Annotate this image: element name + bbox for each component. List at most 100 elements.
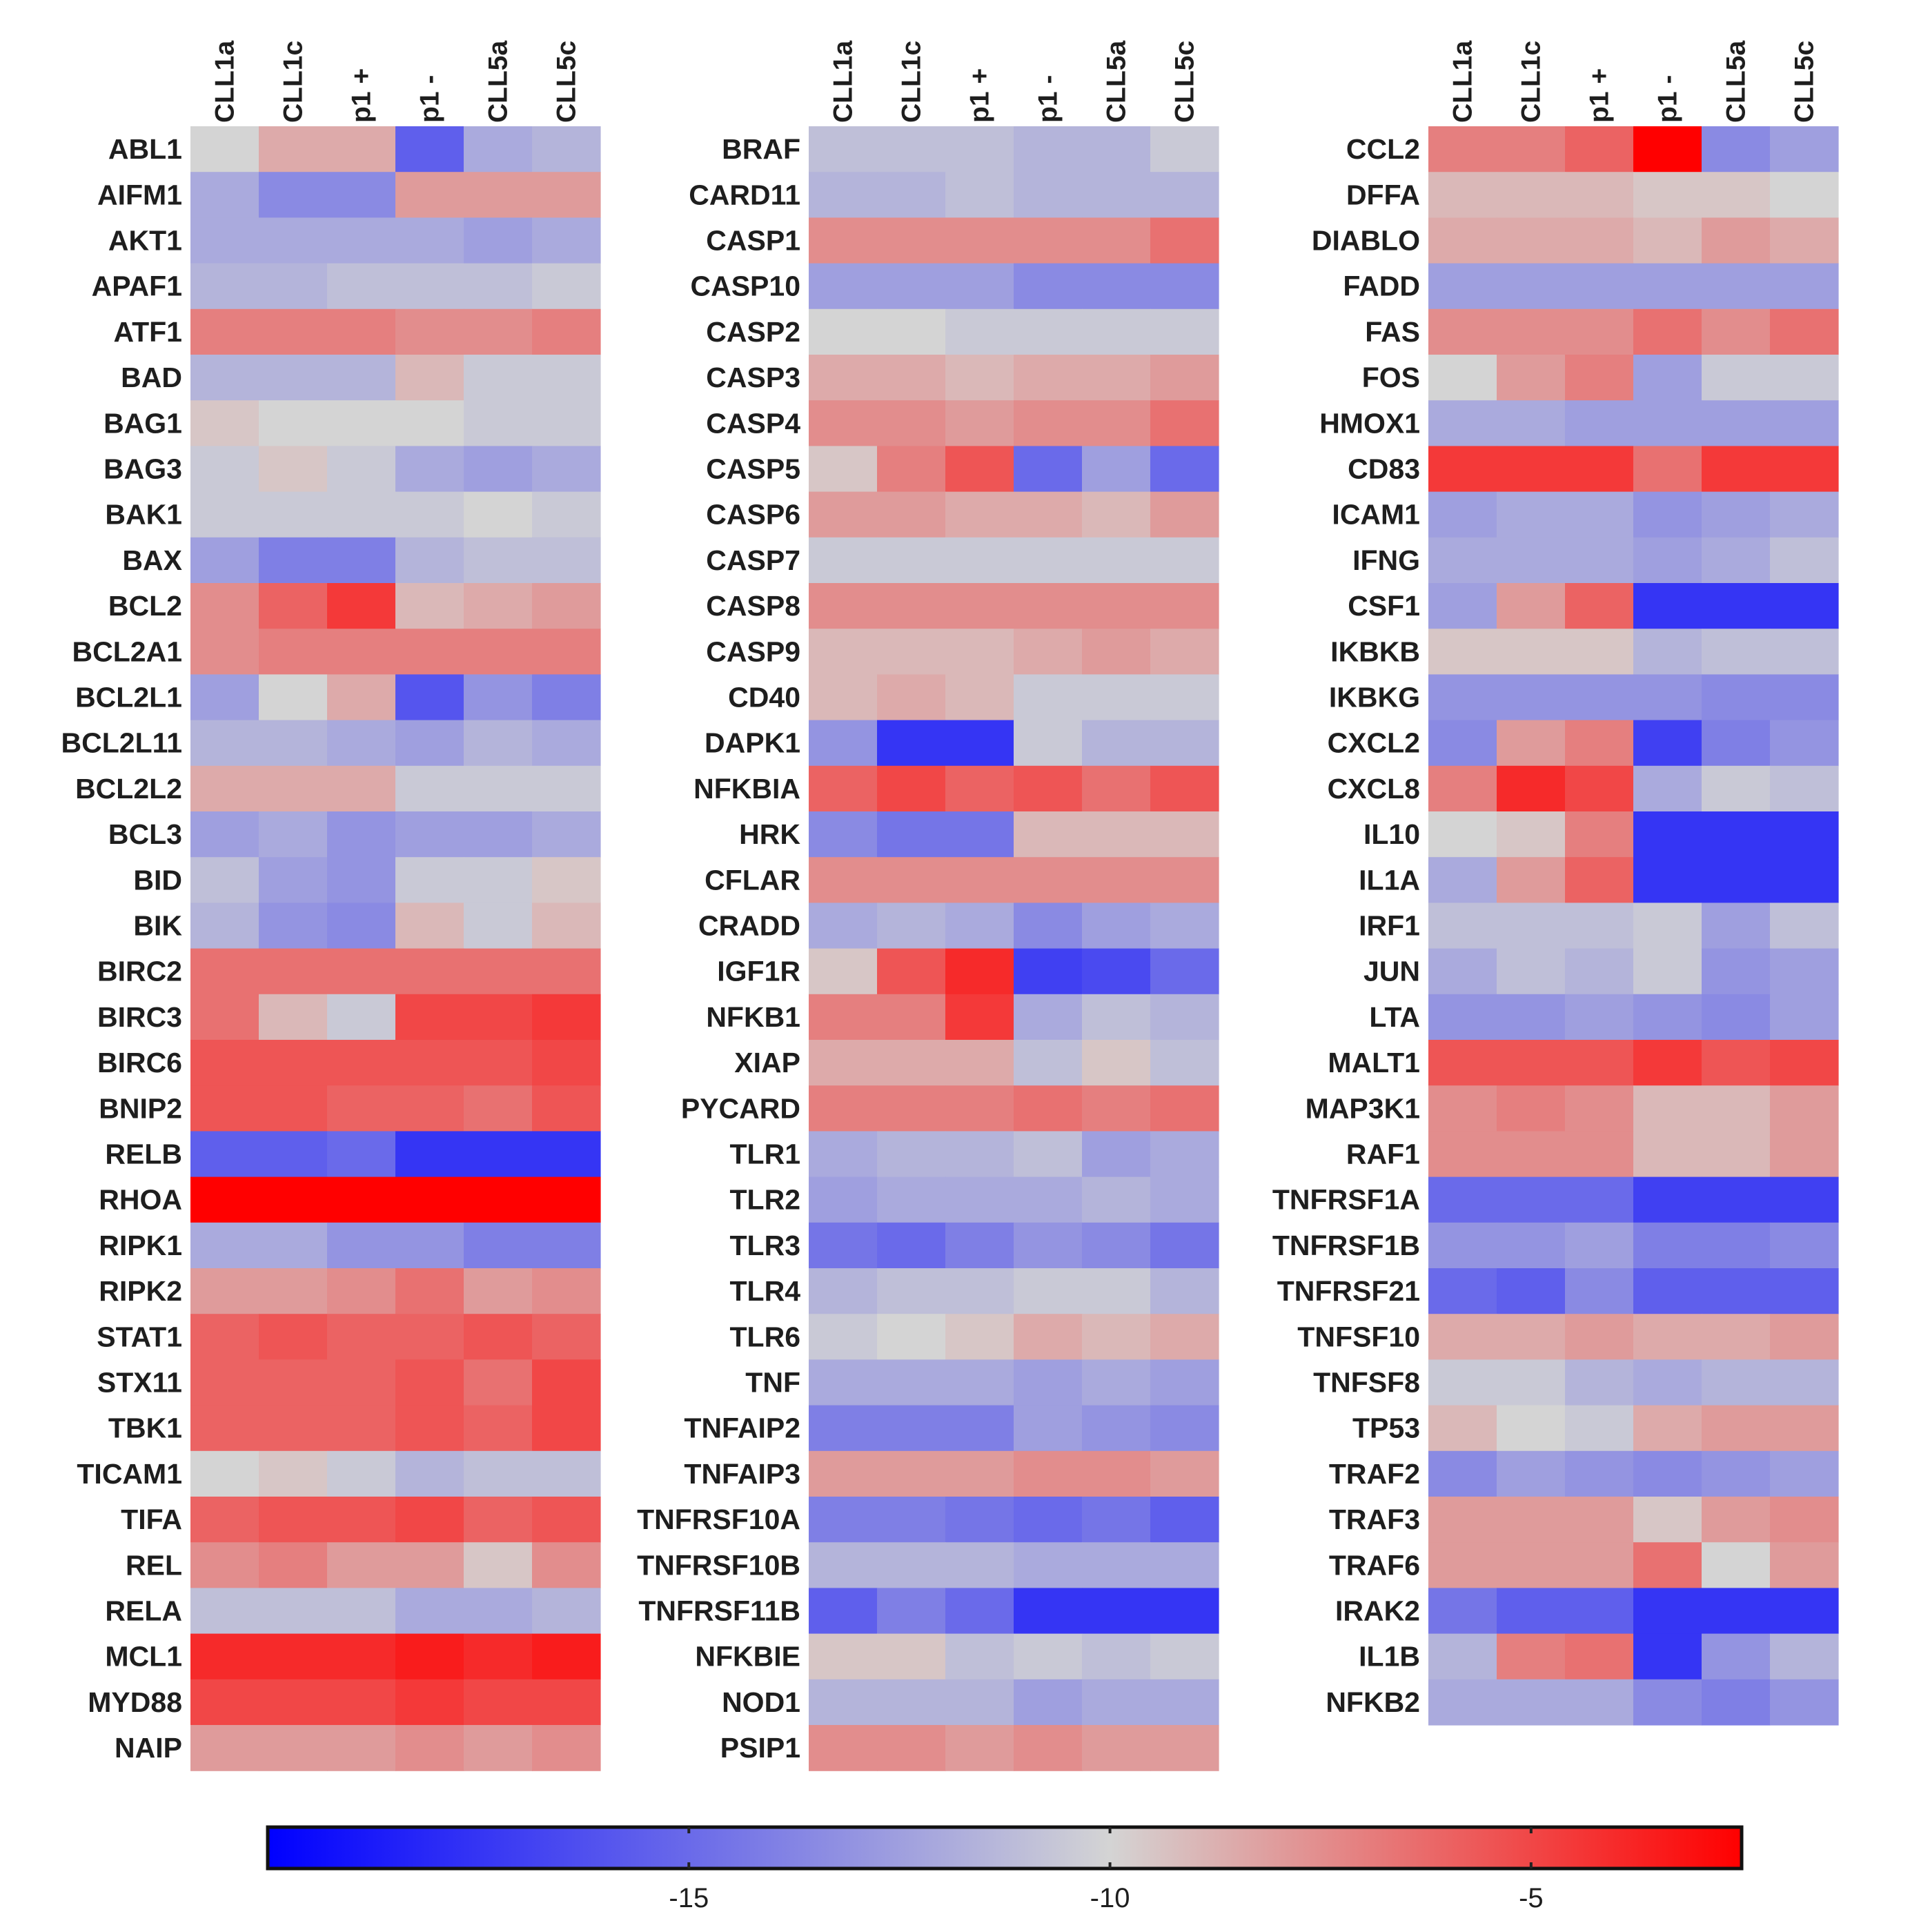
- heatmap-cell: [190, 1222, 259, 1269]
- heatmap-cell: [809, 446, 878, 493]
- heatmap-cell: [395, 629, 464, 675]
- heatmap-cell: [1082, 1268, 1151, 1314]
- gene-label: TP53: [1352, 1412, 1420, 1444]
- heatmap-cell: [1565, 1314, 1634, 1360]
- heatmap-cell: [259, 1725, 328, 1771]
- gene-label: MAP3K1: [1306, 1092, 1420, 1124]
- heatmap-cell: [464, 903, 533, 949]
- heatmap-cell: [1770, 308, 1839, 355]
- heatmap-cell: [1014, 720, 1083, 767]
- gene-label: AIFM1: [97, 179, 182, 210]
- heatmap-cell: [1082, 1725, 1151, 1771]
- heatmap-cell: [945, 1176, 1014, 1223]
- heatmap-cell: [327, 720, 396, 767]
- heatmap-cell: [1633, 446, 1702, 493]
- heatmap-cell: [464, 583, 533, 629]
- heatmap-cell: [809, 1176, 878, 1223]
- heatmap-cell: [1497, 1497, 1566, 1543]
- heatmap-cell: [327, 1679, 396, 1726]
- heatmap-cell: [1565, 994, 1634, 1041]
- heatmap-cell: [809, 126, 878, 172]
- heatmap-cell: [809, 1359, 878, 1406]
- heatmap-cell: [1014, 1314, 1083, 1360]
- heatmap-cell: [1428, 1542, 1497, 1588]
- gene-label: IGF1R: [717, 956, 800, 987]
- gene-label: IRAK2: [1335, 1595, 1420, 1627]
- gene-label: CASP7: [706, 544, 800, 576]
- gene-label: NFKBIA: [693, 773, 800, 805]
- heatmap-cell: [1633, 1222, 1702, 1269]
- heatmap-cell: [1565, 126, 1634, 172]
- heatmap-cell: [1014, 1542, 1083, 1588]
- heatmap-cell: [1082, 308, 1151, 355]
- heatmap-cell: [1770, 1679, 1839, 1726]
- heatmap-cell: [1633, 765, 1702, 812]
- heatmap-cell: [1770, 1497, 1839, 1543]
- gene-label: RHOA: [99, 1184, 182, 1216]
- heatmap-cell: [1150, 1359, 1219, 1406]
- heatmap-cell: [1014, 948, 1083, 995]
- heatmap-cell: [1770, 172, 1839, 218]
- heatmap-cell: [945, 1359, 1014, 1406]
- heatmap-cell: [1633, 903, 1702, 949]
- heatmap-cell: [327, 1542, 396, 1588]
- heatmap-cell: [1014, 1450, 1083, 1497]
- gene-label: IRF1: [1359, 910, 1420, 942]
- gene-label: TLR1: [730, 1138, 801, 1170]
- heatmap-cell: [1014, 172, 1083, 218]
- heatmap-cell: [1497, 583, 1566, 629]
- heatmap-cell: [809, 400, 878, 446]
- heatmap-cell: [464, 1542, 533, 1588]
- heatmap-cell: [1428, 172, 1497, 218]
- heatmap-cell: [395, 308, 464, 355]
- heatmap-cell: [1565, 263, 1634, 310]
- heatmap-cell: [1150, 308, 1219, 355]
- heatmap-cell: [464, 765, 533, 812]
- heatmap-cell: [877, 446, 946, 493]
- gene-label: TNF: [745, 1367, 800, 1399]
- heatmap-cell: [1770, 1450, 1839, 1497]
- heatmap-cell: [809, 1679, 878, 1726]
- heatmap-cell: [1428, 446, 1497, 493]
- heatmap-cell: [1565, 1359, 1634, 1406]
- heatmap-cell: [1150, 1222, 1219, 1269]
- heatmap-cell: [877, 1222, 946, 1269]
- gene-label: DIABLO: [1312, 225, 1420, 257]
- heatmap-cell: [945, 903, 1014, 949]
- heatmap-cell: [1702, 1314, 1771, 1360]
- heatmap-cell: [395, 811, 464, 858]
- heatmap-cell: [809, 994, 878, 1041]
- heatmap-cell: [1633, 948, 1702, 995]
- gene-label: CASP3: [706, 362, 800, 393]
- heatmap-cell: [1702, 765, 1771, 812]
- heatmap-cell: [1150, 765, 1219, 812]
- heatmap-cell: [532, 1450, 601, 1497]
- heatmap-cell: [190, 1176, 259, 1223]
- heatmap-cell: [1565, 172, 1634, 218]
- gene-label: BIK: [133, 910, 182, 942]
- heatmap-cell: [1497, 994, 1566, 1041]
- heatmap-cell: [464, 263, 533, 310]
- gene-label: APAF1: [92, 270, 182, 302]
- heatmap-cell: [190, 1588, 259, 1635]
- heatmap-cell: [877, 1450, 946, 1497]
- heatmap-cell: [1497, 1176, 1566, 1223]
- heatmap-cell: [1428, 583, 1497, 629]
- heatmap-cell: [877, 903, 946, 949]
- heatmap-cell: [877, 1176, 946, 1223]
- gene-label: IL1A: [1359, 864, 1420, 896]
- heatmap-cell: [1014, 1679, 1083, 1726]
- heatmap-cell: [1497, 1359, 1566, 1406]
- heatmap-cell: [1702, 1633, 1771, 1680]
- heatmap-cell: [1770, 217, 1839, 264]
- heatmap-cell: [1633, 1497, 1702, 1543]
- heatmap-cell: [1428, 1085, 1497, 1132]
- heatmap-cell: [259, 1359, 328, 1406]
- heatmap-cell: [1702, 1085, 1771, 1132]
- heatmap-cell: [1633, 674, 1702, 721]
- heatmap-cell: [1497, 263, 1566, 310]
- heatmap-cell: [1082, 1040, 1151, 1086]
- heatmap-cell: [1770, 1405, 1839, 1452]
- heatmap-cell: [532, 720, 601, 767]
- heatmap-cell: [190, 1450, 259, 1497]
